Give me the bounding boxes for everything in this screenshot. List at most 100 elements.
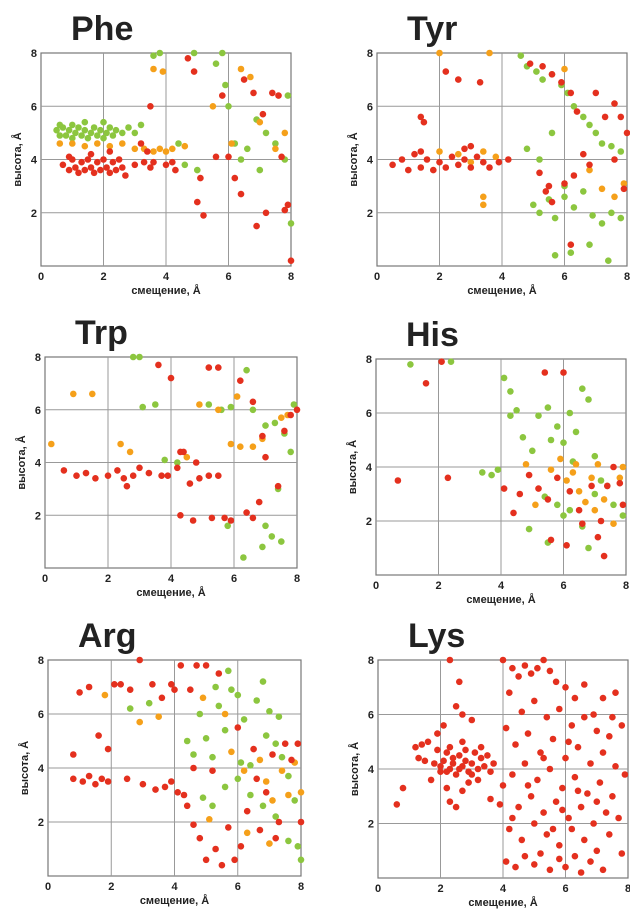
data-point-red bbox=[521, 662, 529, 669]
data-point-green bbox=[560, 439, 567, 447]
data-point-green bbox=[81, 126, 89, 134]
data-point-orange bbox=[150, 65, 157, 73]
data-point-red bbox=[467, 142, 475, 150]
data-point-red bbox=[253, 222, 260, 230]
data-point-red bbox=[571, 773, 579, 781]
y-axis-label: высота, Å bbox=[348, 742, 361, 796]
data-point-green bbox=[125, 124, 132, 131]
data-point-red bbox=[443, 784, 451, 792]
data-point-red bbox=[443, 768, 451, 775]
data-point-red bbox=[567, 241, 575, 248]
data-point-green bbox=[244, 145, 251, 153]
x-tick-label: 8 bbox=[625, 883, 630, 895]
data-point-orange bbox=[557, 455, 564, 463]
data-point-red bbox=[499, 782, 507, 789]
data-point-red bbox=[420, 118, 428, 126]
data-point-red bbox=[79, 778, 87, 785]
data-point-red bbox=[177, 662, 185, 669]
data-point-red bbox=[556, 842, 563, 849]
x-tick-label: 6 bbox=[560, 580, 566, 592]
data-point-red bbox=[174, 789, 181, 796]
data-point-red bbox=[90, 169, 98, 177]
data-point-red bbox=[468, 760, 476, 767]
data-point-red bbox=[459, 711, 466, 718]
data-point-orange bbox=[209, 103, 217, 110]
data-point-green bbox=[112, 126, 120, 134]
data-point-red bbox=[618, 722, 626, 729]
data-point-green bbox=[525, 525, 533, 533]
data-point-green bbox=[580, 188, 587, 195]
data-point-green bbox=[137, 121, 145, 129]
data-point-red bbox=[468, 771, 476, 778]
data-point-red bbox=[562, 863, 569, 871]
data-point-red bbox=[120, 475, 128, 482]
data-point-green bbox=[570, 103, 578, 110]
data-point-green bbox=[90, 124, 98, 131]
x-tick-label: 8 bbox=[294, 573, 300, 585]
data-point-green bbox=[566, 506, 574, 514]
data-point-red bbox=[167, 374, 175, 382]
data-point-red bbox=[473, 153, 481, 161]
data-point-green bbox=[278, 753, 286, 761]
data-point-red bbox=[65, 166, 73, 174]
data-point-orange bbox=[455, 150, 462, 158]
data-point-red bbox=[531, 697, 538, 705]
data-point-green bbox=[567, 249, 575, 256]
data-point-red bbox=[405, 166, 412, 174]
data-point-red bbox=[462, 757, 469, 765]
data-point-green bbox=[591, 452, 599, 460]
data-point-red bbox=[449, 760, 457, 767]
data-point-green bbox=[181, 161, 189, 169]
x-tick-label: 8 bbox=[288, 271, 294, 283]
data-point-orange bbox=[285, 791, 292, 799]
data-point-red bbox=[534, 664, 541, 672]
chart-title: Tyr bbox=[407, 10, 457, 48]
data-point-red bbox=[552, 678, 560, 686]
data-point-orange bbox=[262, 778, 270, 785]
data-point-green bbox=[275, 713, 283, 720]
data-point-red bbox=[499, 656, 507, 664]
data-point-green bbox=[69, 121, 76, 129]
x-tick-label: 8 bbox=[298, 881, 304, 893]
data-point-red bbox=[552, 798, 560, 805]
data-point-red bbox=[76, 689, 83, 696]
x-axis-label: смещение, Å bbox=[136, 586, 205, 599]
data-point-green bbox=[572, 428, 580, 436]
data-point-green bbox=[219, 49, 226, 57]
data-point-red bbox=[621, 771, 629, 778]
data-point-red bbox=[208, 514, 216, 522]
data-point-red bbox=[487, 768, 494, 775]
data-point-orange bbox=[181, 142, 189, 150]
data-point-red bbox=[611, 156, 618, 163]
data-point-green bbox=[62, 132, 70, 139]
data-point-red bbox=[281, 206, 289, 214]
data-point-red bbox=[180, 791, 188, 799]
data-point-red bbox=[531, 861, 538, 868]
data-point-green bbox=[259, 802, 267, 810]
data-point-red bbox=[136, 464, 143, 472]
data-point-green bbox=[199, 794, 207, 801]
data-point-red bbox=[549, 735, 557, 743]
data-point-green bbox=[529, 447, 536, 455]
data-point-red bbox=[85, 683, 93, 691]
data-point-green bbox=[103, 129, 110, 137]
data-point-red bbox=[594, 533, 602, 541]
data-point-red bbox=[234, 724, 242, 731]
data-point-red bbox=[169, 158, 176, 166]
data-point-red bbox=[500, 485, 508, 492]
data-point-red bbox=[152, 786, 159, 793]
data-point-red bbox=[502, 724, 510, 732]
data-point-red bbox=[609, 793, 616, 800]
chart-title: His bbox=[406, 316, 459, 354]
data-point-red bbox=[467, 164, 475, 171]
data-point-green bbox=[65, 126, 73, 134]
data-point-green bbox=[517, 52, 525, 59]
data-point-green bbox=[290, 401, 298, 408]
data-point-green bbox=[507, 412, 514, 420]
y-tick-label: 2 bbox=[31, 208, 37, 220]
x-tick-label: 2 bbox=[436, 271, 442, 283]
data-point-red bbox=[440, 722, 447, 729]
data-point-orange bbox=[575, 488, 583, 495]
data-point-red bbox=[577, 803, 585, 811]
data-point-red bbox=[446, 656, 454, 664]
